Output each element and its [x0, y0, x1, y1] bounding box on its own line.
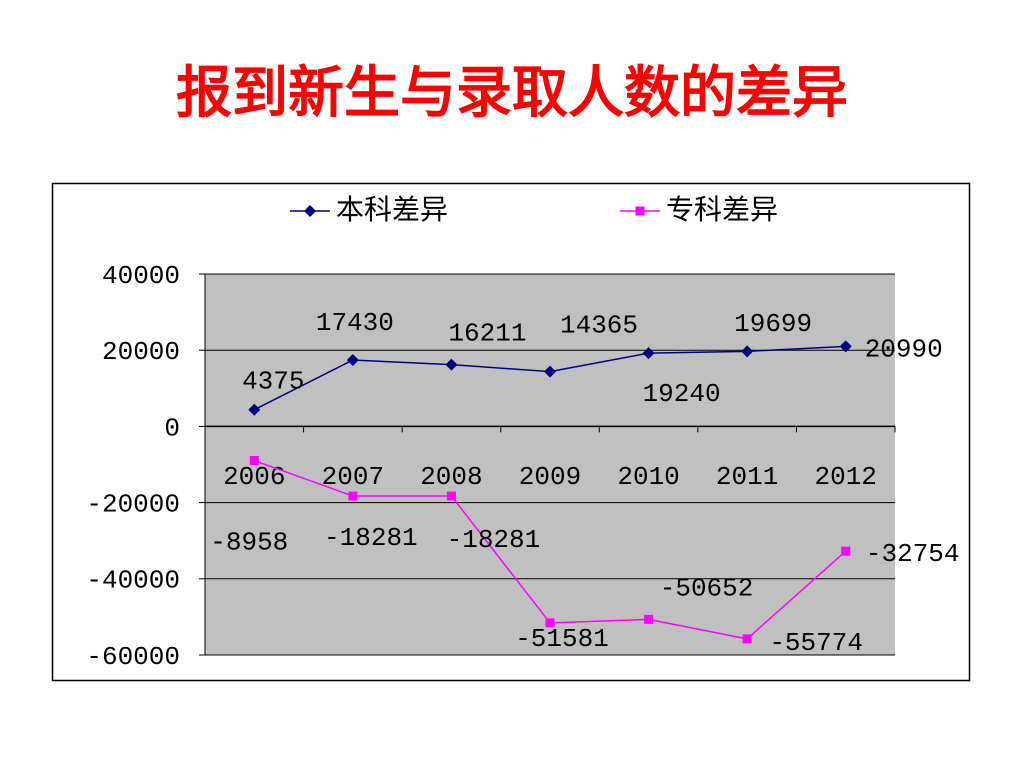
data-point: [346, 353, 359, 366]
chart-title: 报到新生与录取人数的差异: [176, 61, 848, 126]
legend-label: 本科差异: [336, 193, 448, 226]
data-point: [445, 358, 458, 371]
data-point: [248, 403, 261, 416]
data-label: 19240: [643, 379, 721, 409]
data-point: [545, 618, 555, 628]
data-label: -55774: [769, 628, 863, 658]
data-label: -8958: [210, 527, 288, 557]
legend-marker: [635, 206, 645, 216]
data-point: [841, 546, 851, 556]
data-label: 4375: [242, 367, 304, 397]
data-point: [644, 614, 654, 624]
data-label: -18281: [447, 525, 541, 555]
legend-label: 专科差异: [666, 193, 778, 226]
data-label: -18281: [324, 523, 418, 553]
data-point: [249, 456, 259, 466]
x-tick-label: 2011: [716, 462, 778, 492]
data-point: [741, 345, 754, 358]
y-tick-label: 0: [164, 413, 180, 443]
data-label: 19699: [734, 309, 812, 339]
data-point: [742, 634, 752, 644]
plot-area: [205, 274, 895, 655]
y-tick-label: 20000: [102, 337, 180, 367]
data-label: -51581: [515, 624, 609, 654]
data-label: 16211: [448, 319, 526, 349]
x-tick-label: 2006: [223, 462, 285, 492]
data-label: -50652: [660, 573, 754, 603]
y-tick-label: -60000: [86, 642, 180, 672]
x-tick-label: 2010: [617, 462, 679, 492]
data-point: [544, 365, 556, 378]
x-tick-label: 2012: [815, 462, 877, 492]
y-tick-label: -40000: [86, 566, 180, 596]
y-tick-label: -20000: [86, 489, 180, 519]
data-label: -32754: [866, 539, 960, 569]
y-tick-label: 40000: [102, 261, 180, 291]
data-point: [446, 491, 456, 501]
x-tick-label: 2008: [420, 462, 482, 492]
x-tick-label: 2007: [322, 462, 384, 492]
data-label: 20990: [865, 334, 943, 364]
x-tick-label: 2009: [519, 462, 581, 492]
data-point: [348, 491, 358, 501]
data-label: 17430: [316, 308, 394, 338]
data-point: [839, 340, 852, 353]
data-point: [642, 347, 655, 360]
legend-marker: [304, 205, 316, 217]
data-label: 14365: [560, 311, 638, 341]
